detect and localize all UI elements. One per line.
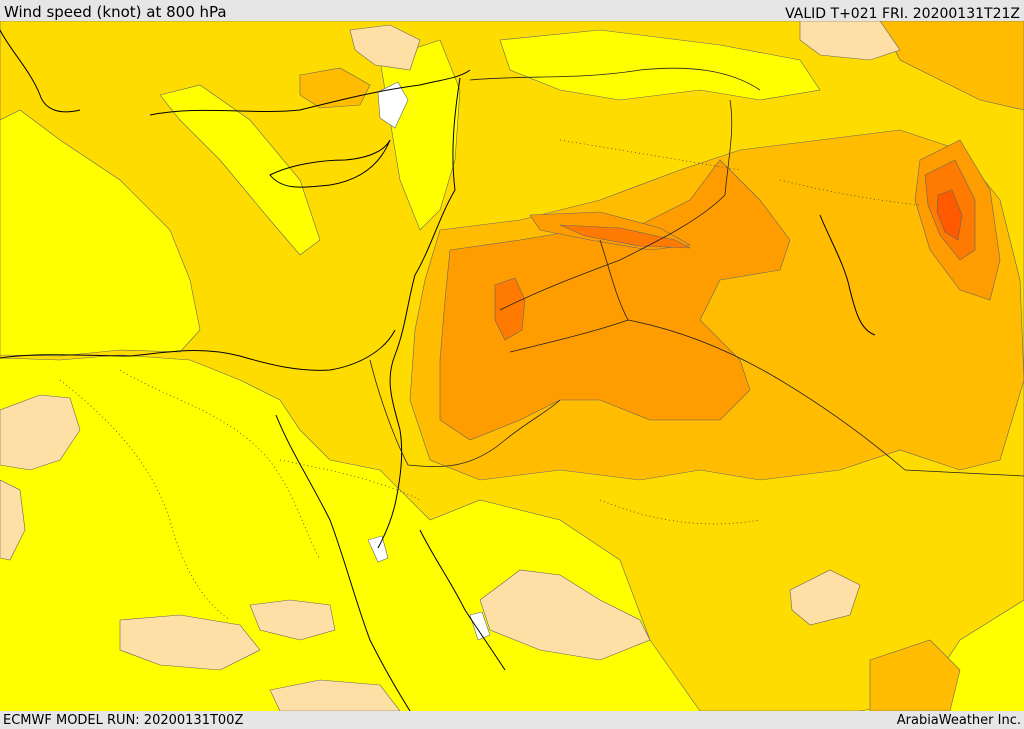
turkey-aegean-coast [0, 29, 81, 113]
stronger-wind-streak [559, 224, 691, 249]
egypt-north-coast [0, 329, 396, 371]
stronger-wind-jordan [494, 277, 526, 341]
strongest-wind-core [936, 189, 963, 241]
calm-wind-gulf-aqaba [367, 535, 389, 563]
credit: ArabiaWeather Inc. [896, 713, 1021, 728]
footer-bar: ECMWF MODEL RUN: 20200131T00Z ArabiaWeat… [0, 711, 1024, 729]
map-title: Wind speed (knot) at 800 hPa [4, 3, 227, 21]
light-wind-bottom [269, 679, 401, 711]
low-wind-west [0, 109, 201, 357]
dotted-contours [59, 139, 921, 621]
light-wind-arabia-east [789, 569, 861, 626]
light-wind-libya [0, 394, 81, 471]
calm-wind-redsea [469, 611, 491, 641]
light-wind-redsea-coast [0, 479, 26, 561]
levant-coast [377, 77, 461, 549]
fresh-wind-northeast [879, 21, 1024, 111]
light-wind-turkey [349, 24, 421, 71]
low-wind-north-strip [159, 84, 321, 256]
gulf-coast [819, 214, 876, 336]
red-sea-west-coast [275, 414, 411, 711]
weather-map [0, 21, 1024, 711]
valid-time: VALID T+021 FRI. 20200131T21Z [785, 6, 1020, 22]
low-wind-north [499, 29, 821, 101]
light-wind-northeast [799, 21, 901, 61]
cyprus [269, 139, 391, 188]
model-run: ECMWF MODEL RUN: 20200131T00Z [3, 713, 244, 728]
fresh-wind-cyprus [299, 67, 371, 109]
light-wind-egypt-south [249, 599, 336, 641]
turkey-south-coast [149, 69, 471, 116]
light-wind-saudi [479, 569, 651, 661]
red-sea-east-coast [419, 529, 506, 671]
calm-wind-lebanon [377, 81, 409, 129]
wind-speed-map-svg [0, 21, 1024, 711]
fresh-wind-south [869, 639, 961, 711]
header-bar: Wind speed (knot) at 800 hPa VALID T+021… [0, 0, 1024, 22]
light-wind-sudan [119, 614, 261, 671]
borders [369, 67, 1024, 477]
coastlines [0, 29, 876, 711]
strong-wind-region [439, 159, 791, 441]
